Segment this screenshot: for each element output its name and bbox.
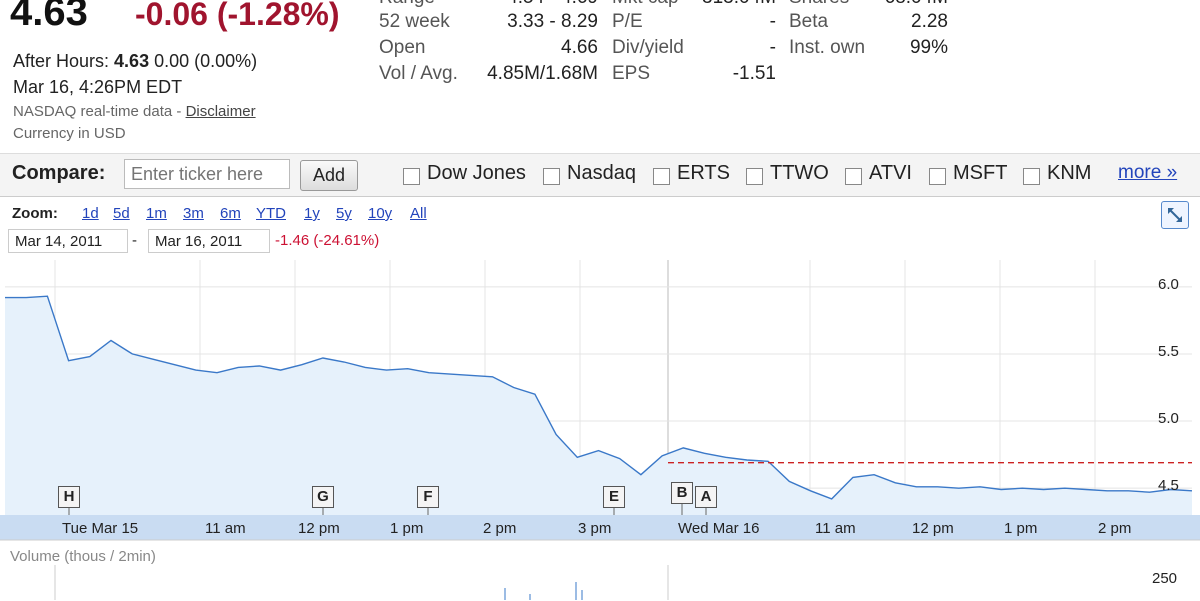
zoom-10y[interactable]: 10y xyxy=(368,205,393,222)
after-hours-price: 4.63 xyxy=(114,51,150,71)
zoom-all[interactable]: All xyxy=(410,205,427,222)
compare-label-msft: MSFT xyxy=(953,162,1008,184)
price-area xyxy=(5,295,1193,515)
realtime-text: NASDAQ real-time data - xyxy=(13,103,182,120)
x-tick-label: 12 pm xyxy=(912,520,954,537)
x-tick-label: 1 pm xyxy=(390,520,424,537)
stat-value: -1.51 xyxy=(732,63,776,84)
stat-label: Vol / Avg. xyxy=(379,63,458,84)
compare-label-erts: ERTS xyxy=(677,162,730,184)
currency-note: Currency in USD xyxy=(13,125,126,142)
compare-checkbox-knm[interactable] xyxy=(1023,168,1040,185)
quote-timestamp: Mar 16, 4:26PM EDT xyxy=(13,77,183,97)
zoom-1y[interactable]: 1y xyxy=(304,205,320,222)
stat-label: 52 week xyxy=(379,11,450,32)
zoom-5y[interactable]: 5y xyxy=(336,205,352,222)
compare-label-nasdaq: Nasdaq xyxy=(567,162,636,184)
zoom-3m[interactable]: 3m xyxy=(183,205,204,222)
zoom-1m[interactable]: 1m xyxy=(146,205,167,222)
stat-value: 2.28 xyxy=(911,11,948,32)
y-tick-label: 5.0 xyxy=(1158,410,1179,428)
event-flag-e[interactable]: E xyxy=(603,486,625,508)
y-tick-label: 4.5 xyxy=(1158,477,1179,495)
event-flag-b[interactable]: B xyxy=(671,482,693,504)
compare-checkbox-msft[interactable] xyxy=(929,168,946,185)
stat-label: Beta xyxy=(789,11,829,32)
compare-label-dow-jones: Dow Jones xyxy=(427,162,526,184)
x-tick-label: 1 pm xyxy=(1004,520,1038,537)
stat-value: 3.33 - 8.29 xyxy=(507,11,598,32)
x-tick-label: 11 am xyxy=(815,520,856,537)
realtime-note: NASDAQ real-time data - Disclaimer xyxy=(13,103,256,120)
end-date-field[interactable]: Mar 16, 2011 xyxy=(148,229,270,253)
current-price: 4.63 xyxy=(10,0,88,34)
event-flag-a[interactable]: A xyxy=(695,486,717,508)
more-link[interactable]: more » xyxy=(1118,162,1178,183)
stat-value: - xyxy=(769,37,776,58)
price-change: -0.06 (-1.28%) xyxy=(135,0,340,32)
event-flag-h[interactable]: H xyxy=(58,486,80,508)
compare-checkbox-nasdaq[interactable] xyxy=(543,168,560,185)
after-hours-label: After Hours: xyxy=(13,51,110,71)
stat-label: Mkt cap xyxy=(612,0,679,9)
stat-value: 99% xyxy=(909,37,948,58)
stat-label: EPS xyxy=(612,63,651,84)
after-hours-change: 0.00 (0.00%) xyxy=(154,51,258,71)
compare-label-knm: KNM xyxy=(1047,162,1092,184)
after-hours: After Hours: 4.63 0.00 (0.00%) xyxy=(13,51,257,72)
add-button[interactable]: Add xyxy=(300,160,358,191)
price-line xyxy=(5,295,1193,500)
compare-checkbox-ttwo[interactable] xyxy=(746,168,763,185)
range-change: -1.46 (-24.61%) xyxy=(275,232,380,249)
price-chart[interactable] xyxy=(0,260,1200,600)
x-tick-label: Wed Mar 16 xyxy=(678,520,760,537)
x-tick-label: 2 pm xyxy=(483,520,517,537)
stat-label: P/E xyxy=(612,11,643,32)
event-flags xyxy=(68,504,707,515)
volume-tick: 250 xyxy=(1152,570,1178,587)
stat-value: 313.04M xyxy=(690,0,776,9)
stat-label: Inst. own xyxy=(789,37,866,58)
zoom-1d[interactable]: 1d xyxy=(82,205,99,222)
stat-label: Div/yield xyxy=(612,37,684,58)
stat-value: - xyxy=(769,11,776,32)
compare-checkbox-dow-jones[interactable] xyxy=(403,168,420,185)
stat-label: Range xyxy=(379,0,435,9)
zoom-ytd[interactable]: YTD xyxy=(256,205,286,222)
compare-ticker-input[interactable] xyxy=(124,159,290,189)
zoom-5d[interactable]: 5d xyxy=(113,205,130,222)
x-tick-label: 2 pm xyxy=(1098,520,1132,537)
event-flag-g[interactable]: G xyxy=(312,486,334,508)
stat-label: Open xyxy=(379,37,426,58)
x-tick-label: 3 pm xyxy=(578,520,612,537)
y-tick-label: 6.0 xyxy=(1158,275,1179,293)
stat-label: Shares xyxy=(789,0,849,9)
start-date-field[interactable]: Mar 14, 2011 xyxy=(8,229,128,253)
stat-value: 4.54 - 4.69 xyxy=(470,0,598,9)
chart-container xyxy=(0,196,1200,601)
x-axis-band xyxy=(0,515,1200,540)
compare-checkbox-atvi[interactable] xyxy=(845,168,862,185)
volume-label: Volume (thous / 2min) xyxy=(10,548,156,565)
event-flag-f[interactable]: F xyxy=(417,486,439,508)
compare-label-atvi: ATVI xyxy=(869,162,912,184)
compare-label: Compare: xyxy=(12,162,106,184)
zoom-label: Zoom: xyxy=(12,205,58,222)
y-tick-label: 5.5 xyxy=(1158,342,1179,360)
disclaimer-link[interactable]: Disclaimer xyxy=(185,103,256,120)
zoom-6m[interactable]: 6m xyxy=(220,205,241,222)
stat-value: 4.85M/1.68M xyxy=(487,63,598,84)
x-tick-label: 12 pm xyxy=(298,520,340,537)
expand-chart-icon[interactable] xyxy=(1161,201,1189,229)
price-area-fill xyxy=(5,296,1192,515)
stat-value: 4.66 xyxy=(561,37,598,58)
stat-value: 68.04M xyxy=(870,0,948,9)
compare-checkbox-erts[interactable] xyxy=(653,168,670,185)
date-range-dash: - xyxy=(132,232,137,249)
compare-label-ttwo: TTWO xyxy=(770,162,829,184)
x-tick-label: 11 am xyxy=(205,520,246,537)
x-tick-label: Tue Mar 15 xyxy=(62,520,139,537)
